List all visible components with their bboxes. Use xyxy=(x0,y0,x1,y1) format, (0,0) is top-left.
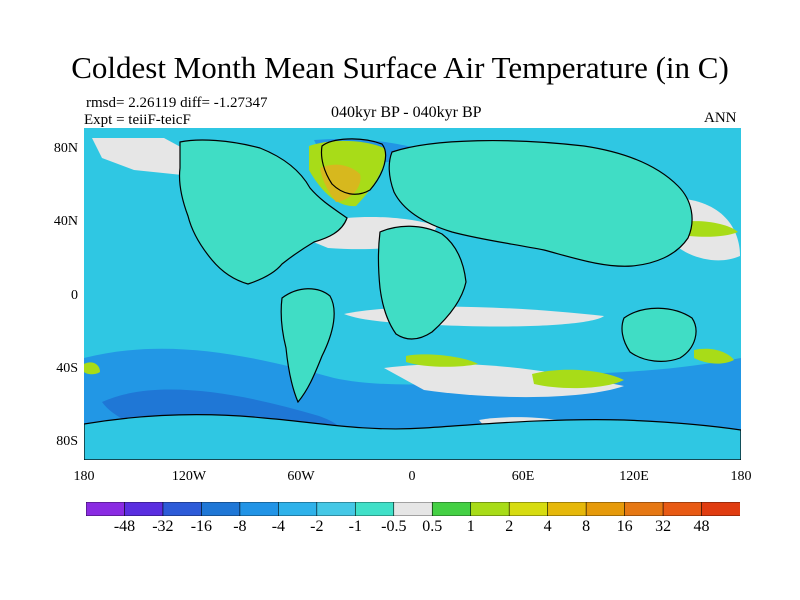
south-atlantic-warm xyxy=(406,354,478,367)
colorbar-swatch xyxy=(431,502,472,516)
southern-pacific-warm xyxy=(694,348,734,364)
colorbar-tick-label: 1 xyxy=(466,518,475,535)
colorbar-tick-label: 32 xyxy=(655,518,672,535)
temperature-map xyxy=(84,128,741,460)
africa-outline xyxy=(377,225,467,340)
colorbar-swatch xyxy=(201,502,241,516)
southern-warm-band xyxy=(532,369,624,389)
colorbar-swatch xyxy=(508,502,549,516)
colorbar-tick-label: 4 xyxy=(543,518,552,535)
lon-label-180e: 180 xyxy=(730,469,752,484)
experiment-text: Expt = teiiF-teicF xyxy=(84,112,191,128)
southern-neutral-band xyxy=(384,364,624,398)
greenland-core xyxy=(320,164,361,202)
colorbar-tick-label: -4 xyxy=(271,518,286,535)
colorbar-tick-label: 16 xyxy=(616,518,633,535)
colorbar-tick-label: -1 xyxy=(348,518,362,535)
colorbar-swatch xyxy=(585,502,626,516)
lat-label-0: 0 xyxy=(71,288,78,303)
colorbar-tick-label: 2 xyxy=(505,518,514,535)
lat-label-40s: 40S xyxy=(56,361,78,376)
colorbar xyxy=(86,502,740,516)
lon-label-120e: 120E xyxy=(619,469,649,484)
map-title: Coldest Month Mean Surface Air Temperatu… xyxy=(71,50,729,85)
stats-text: rmsd= 2.26119 diff= -1.27347 xyxy=(86,95,268,111)
antarctica-outline xyxy=(84,414,741,460)
colorbar-swatch xyxy=(624,502,664,516)
south-america-outline xyxy=(280,288,335,404)
colorbar-swatch xyxy=(662,502,703,516)
colorbar-swatch xyxy=(470,502,510,516)
colorbar-swatch xyxy=(162,502,203,516)
colorbar-swatch xyxy=(354,502,395,516)
colorbar-tick-label: 8 xyxy=(582,518,591,535)
eurasia-outline xyxy=(388,139,693,267)
colorbar-tick-label: -0.5 xyxy=(381,518,407,535)
colorbar-tick-label: -48 xyxy=(113,518,136,535)
map-canvas xyxy=(84,128,741,460)
colorbar-tick-label: -32 xyxy=(152,518,174,535)
colorbar-swatch xyxy=(316,502,356,516)
lat-label-40n: 40N xyxy=(53,214,78,229)
lon-label-60w: 60W xyxy=(287,469,315,484)
season-text: ANN xyxy=(704,110,737,126)
north-america-outline xyxy=(178,139,348,285)
lon-label-0: 0 xyxy=(408,469,416,484)
australia-outline xyxy=(621,307,697,362)
colorbar-swatch xyxy=(278,502,318,516)
period-text: 040kyr BP - 040kyr BP xyxy=(331,104,482,121)
lat-label-80s: 80S xyxy=(56,434,78,449)
far-west-warm xyxy=(84,362,100,375)
coastlines xyxy=(84,138,741,460)
colorbar-tick-label: -8 xyxy=(233,518,247,535)
colorbar-tick-label: 48 xyxy=(693,518,710,535)
colorbar-tick-label: 0.5 xyxy=(422,518,443,535)
colorbar-swatch xyxy=(547,502,587,516)
greenland-outline xyxy=(320,138,387,195)
colorbar-tick-label: -16 xyxy=(190,518,213,535)
lat-label-80n: 80N xyxy=(53,141,78,156)
colorbar-swatch xyxy=(124,502,164,516)
colorbar-swatch xyxy=(86,502,126,516)
lon-label-60e: 60E xyxy=(511,469,535,484)
colorbar-tick-label: -2 xyxy=(310,518,324,535)
colorbar-swatch xyxy=(701,502,740,516)
colorbar-swatch xyxy=(393,502,433,516)
colorbar-swatch xyxy=(239,502,279,516)
lon-label-180w: 180 xyxy=(73,469,95,484)
lon-label-120w: 120W xyxy=(171,469,207,484)
